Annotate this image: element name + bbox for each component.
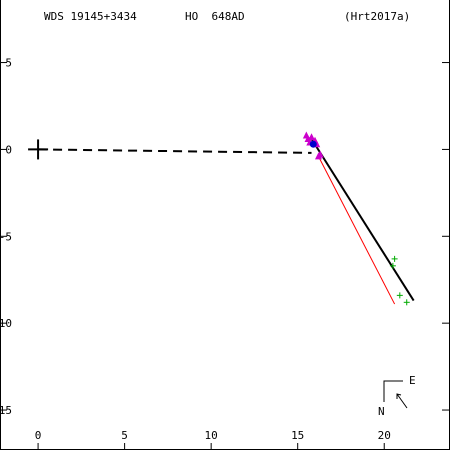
- plus-point: [391, 255, 398, 262]
- y-tick-label: 5: [5, 57, 12, 70]
- plus-point: [403, 299, 410, 306]
- plus-point: [389, 262, 396, 269]
- discoverer-label: HO 648AD: [185, 10, 245, 23]
- y-tick-label: -15: [0, 404, 12, 417]
- node-line: [38, 148, 312, 154]
- x-ticks: 0 5 10 15 20: [35, 429, 391, 449]
- primary-star-marker: [28, 139, 49, 160]
- orbit-lines: [38, 138, 415, 305]
- residual-line: [318, 156, 396, 305]
- x-tick-label: 0: [35, 429, 42, 442]
- compass-indicator: E N: [378, 374, 416, 418]
- x-tick-label: 15: [291, 429, 304, 442]
- observation-points: [302, 131, 410, 306]
- plus-point: [396, 292, 403, 299]
- x-tick-label: 20: [378, 429, 391, 442]
- y-tick-label: -5: [0, 230, 12, 243]
- compass-east-label: E: [409, 374, 416, 387]
- x-tick-label: 10: [205, 429, 218, 442]
- triangle-point: [308, 133, 316, 141]
- wds-id-label: WDS 19145+3434: [44, 10, 137, 23]
- x-tick-label: 5: [121, 429, 128, 442]
- latest-point: [309, 140, 317, 148]
- compass-north-label: N: [378, 405, 385, 418]
- y-ticks: 5 0 -5 -10 -15: [0, 57, 449, 417]
- y-tick-label: -10: [0, 317, 12, 330]
- motion-arrow-icon: [396, 393, 408, 409]
- orbit-arc: [310, 138, 415, 302]
- y-tick-label: 0: [5, 143, 12, 156]
- reference-label: (Hrt2017a): [344, 10, 411, 23]
- triangle-point: [314, 152, 322, 160]
